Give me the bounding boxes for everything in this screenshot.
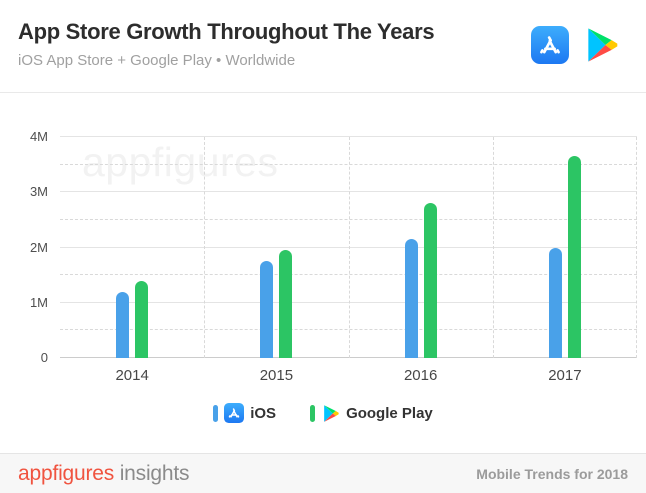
- google-play-icon: [582, 26, 620, 64]
- x-tick-label: 2016: [403, 367, 438, 384]
- group-separator-line: [348, 137, 350, 358]
- app-store-icon: [531, 26, 569, 64]
- page-title: App Store Growth Throughout The Years: [18, 19, 435, 44]
- google-play-icon: [321, 404, 340, 423]
- group-separator-line: [636, 137, 637, 358]
- header: App Store Growth Throughout The Years iO…: [18, 19, 435, 69]
- google-play-color-swatch: [310, 404, 316, 422]
- gridline-major: [60, 136, 637, 137]
- app-store-icon: [224, 403, 245, 423]
- bar-ios-2014: [116, 291, 130, 358]
- y-tick-label: 0: [40, 350, 48, 365]
- bar-google-play-2014: [135, 280, 149, 358]
- legend-item-google-play: Google Play: [310, 404, 433, 423]
- brand-appfigures: appfigures: [18, 461, 115, 485]
- y-tick-label: 2M: [29, 239, 48, 255]
- legend-label-google-play: Google Play: [346, 404, 433, 422]
- bar-ios-2016: [404, 239, 418, 358]
- header-icons: [531, 26, 620, 64]
- y-tick-label: 1M: [29, 294, 48, 310]
- bar-google-play-2017: [567, 156, 581, 358]
- bar-google-play-2015: [279, 250, 293, 358]
- watermark: appfigures: [82, 139, 279, 185]
- bar-google-play-2016: [423, 203, 437, 358]
- header-divider: [0, 92, 646, 93]
- bar-ios-2017: [548, 247, 562, 358]
- ios-color-swatch: [213, 404, 219, 422]
- x-tick-label: 2014: [115, 367, 149, 384]
- group-separator-line: [492, 137, 494, 358]
- y-tick-label: 4M: [29, 129, 48, 144]
- legend-item-ios: iOS: [213, 403, 276, 423]
- y-tick-label: 3M: [29, 184, 48, 200]
- page-subtitle: iOS App Store + Google Play • Worldwide: [18, 52, 296, 69]
- footer-caption: Mobile Trends for 2018: [476, 465, 628, 482]
- legend-label-ios: iOS: [250, 404, 277, 422]
- plot-area: [60, 136, 637, 358]
- x-tick-label: 2015: [259, 367, 294, 384]
- x-tick-label: 2017: [548, 367, 582, 384]
- brand-logo: appfigures insights: [18, 461, 190, 486]
- brand-insights: insights: [119, 461, 190, 485]
- footer: appfigures insights Mobile Trends for 20…: [0, 453, 646, 493]
- group-separator-line: [204, 137, 206, 358]
- bar-ios-2015: [260, 261, 274, 358]
- legend: iOS Google Play: [0, 403, 646, 423]
